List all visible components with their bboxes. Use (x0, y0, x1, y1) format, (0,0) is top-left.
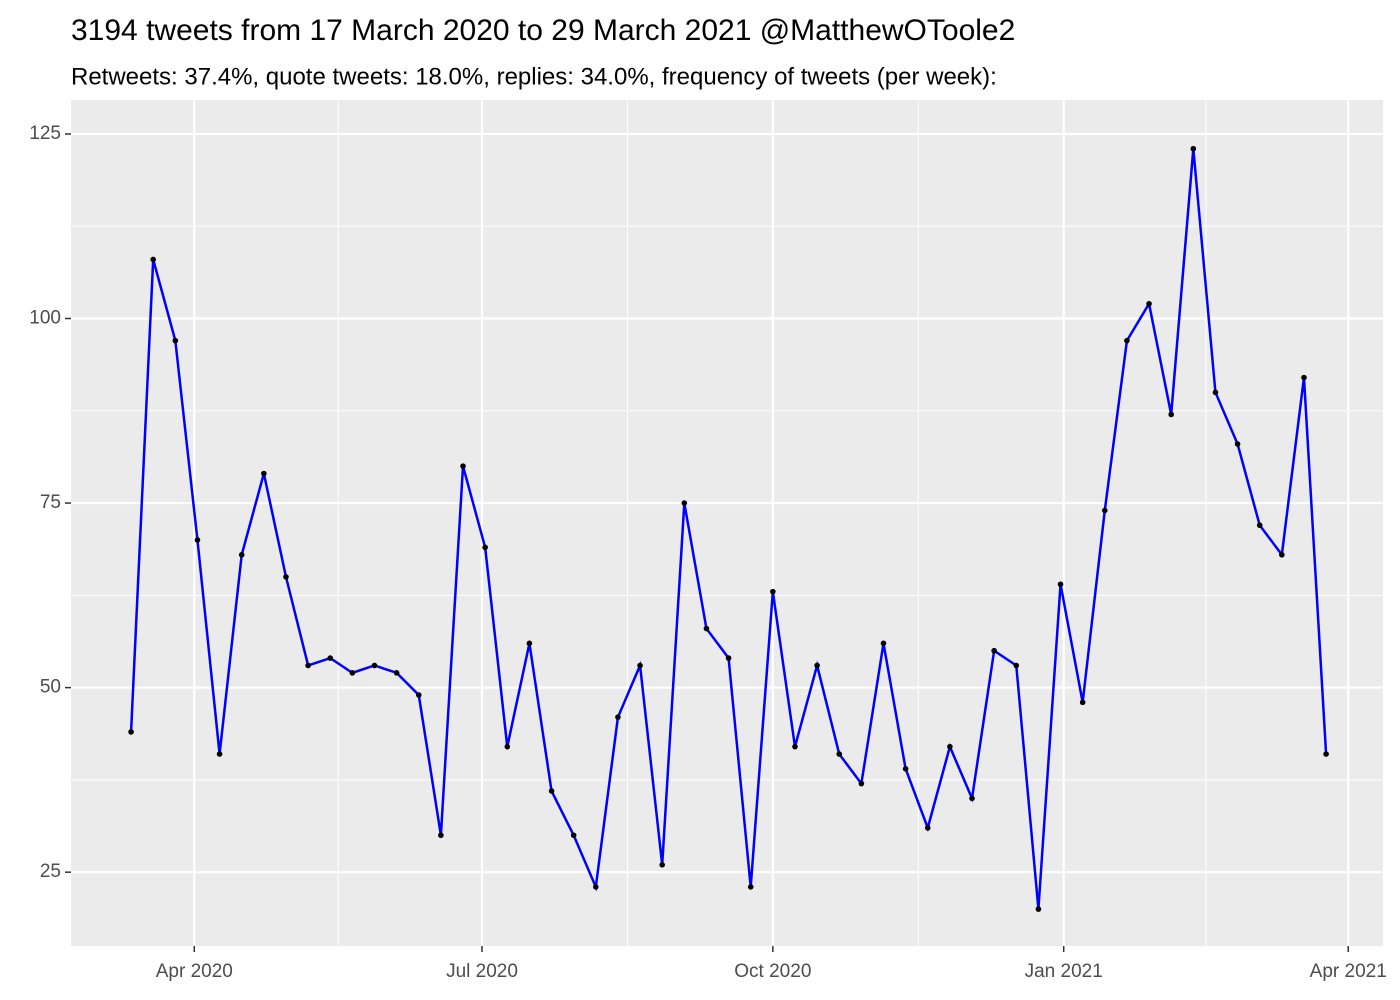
x-tick-label: Jul 2020 (446, 961, 518, 982)
data-point (615, 714, 621, 720)
data-point (792, 743, 798, 750)
data-point (947, 743, 953, 750)
x-tick-label: Oct 2020 (734, 961, 811, 982)
data-point (238, 551, 245, 558)
data-point (283, 574, 289, 580)
data-point (770, 588, 776, 595)
y-tick-label: 125 (29, 123, 61, 144)
y-tick-label: 75 (40, 492, 61, 513)
x-tick-label: Jan 2021 (1025, 961, 1103, 982)
data-point (128, 729, 134, 735)
data-point (880, 640, 887, 647)
data-point (1079, 699, 1086, 706)
data-point (814, 662, 820, 669)
data-point (703, 625, 710, 632)
data-point (1057, 581, 1064, 588)
chart-subtitle: Retweets: 37.4%, quote tweets: 18.0%, re… (71, 63, 997, 90)
data-point (349, 670, 356, 676)
data-point (216, 751, 223, 757)
data-point (172, 337, 179, 344)
data-point (725, 655, 732, 661)
data-point (415, 692, 422, 698)
plot-panel (71, 100, 1383, 946)
data-point (747, 884, 754, 890)
data-point (1190, 145, 1197, 152)
data-point (858, 780, 865, 787)
x-tick-label: Apr 2020 (156, 961, 233, 982)
data-point (1124, 337, 1130, 344)
x-tick-label: Apr 2021 (1310, 961, 1387, 982)
data-point (460, 463, 466, 469)
data-point (327, 655, 334, 661)
data-point (261, 470, 267, 477)
data-point (305, 662, 311, 669)
data-point (659, 861, 665, 868)
data-point (991, 647, 997, 654)
chart-title: 3194 tweets from 17 March 2020 to 29 Mar… (71, 14, 1015, 47)
data-point (1323, 751, 1329, 757)
data-point (438, 832, 444, 839)
y-tick-label: 50 (40, 677, 61, 698)
data-point (150, 256, 156, 263)
data-point (1101, 507, 1108, 514)
data-point (526, 640, 533, 647)
data-point (924, 825, 931, 831)
y-tick-label: 100 (29, 308, 61, 329)
data-point (504, 743, 511, 750)
data-point (1168, 411, 1174, 418)
data-point (1301, 374, 1307, 381)
data-point (1279, 551, 1285, 558)
data-point (593, 884, 599, 890)
data-point (681, 500, 688, 506)
data-point (1035, 906, 1042, 912)
data-point (1234, 441, 1241, 447)
data-point (1146, 300, 1152, 307)
data-point (1212, 389, 1219, 396)
data-point (194, 537, 201, 543)
data-point (570, 832, 577, 839)
data-point (1256, 522, 1263, 529)
data-point (393, 670, 400, 676)
y-tick-label: 25 (40, 861, 61, 882)
data-point (637, 662, 643, 669)
data-point (548, 788, 555, 794)
data-point (836, 751, 843, 757)
data-point (969, 795, 975, 802)
data-point (482, 544, 488, 551)
data-point (1013, 662, 1020, 669)
data-point (371, 662, 378, 669)
data-point (902, 766, 909, 772)
